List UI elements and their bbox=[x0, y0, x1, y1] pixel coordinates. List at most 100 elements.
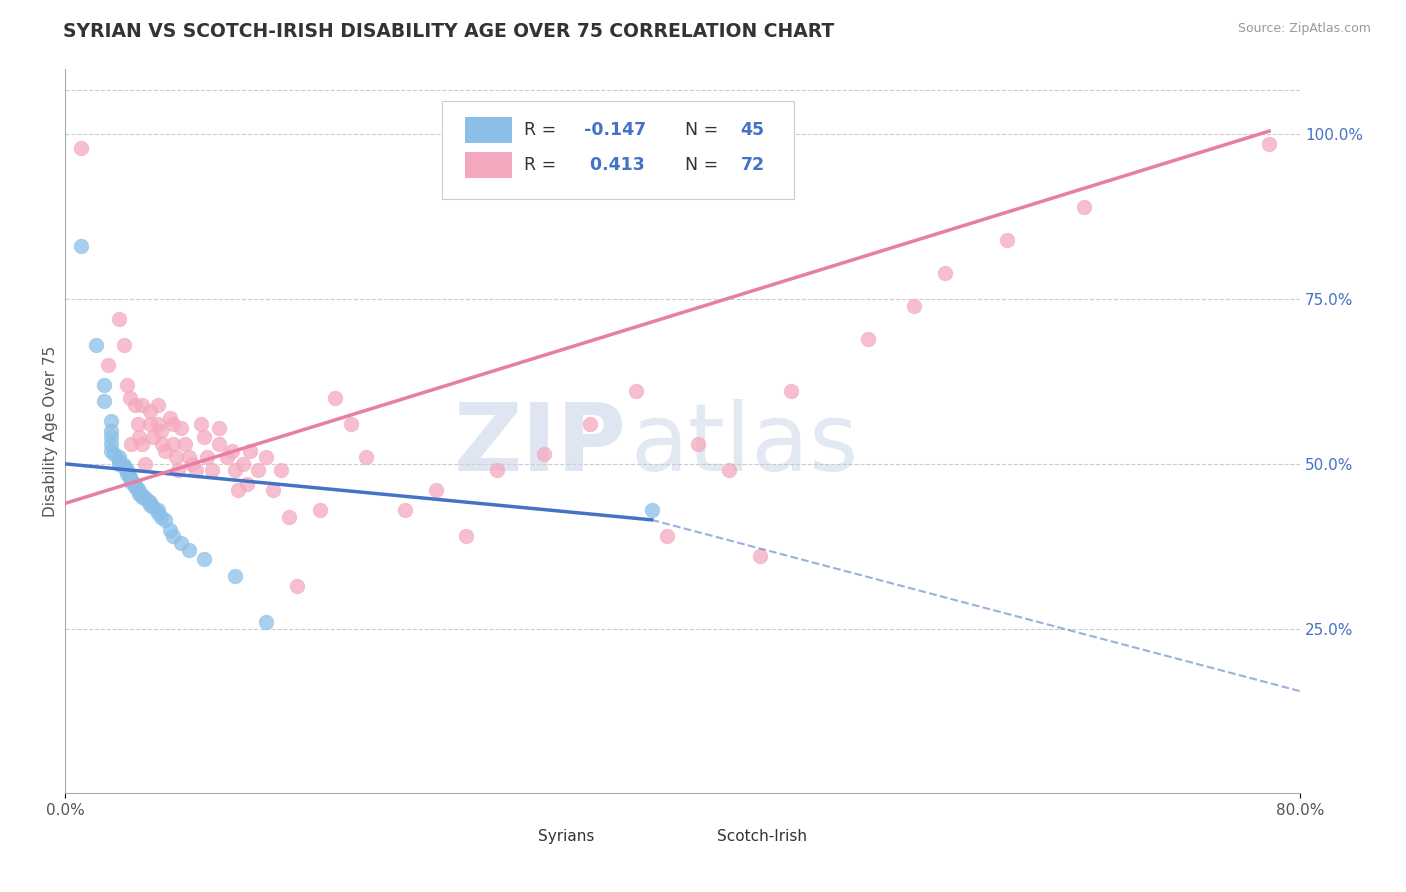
Point bbox=[142, 430, 165, 444]
Point bbox=[285, 579, 308, 593]
Text: N =: N = bbox=[685, 156, 724, 174]
Point bbox=[115, 377, 138, 392]
Text: Source: ZipAtlas.com: Source: ZipAtlas.com bbox=[1237, 22, 1371, 36]
Point bbox=[254, 615, 277, 629]
Point bbox=[103, 447, 125, 461]
Point bbox=[339, 417, 361, 432]
Point bbox=[115, 467, 138, 481]
Point bbox=[856, 332, 879, 346]
FancyBboxPatch shape bbox=[465, 152, 512, 178]
Point bbox=[139, 404, 162, 418]
Point bbox=[686, 437, 709, 451]
Point bbox=[134, 491, 156, 505]
Point bbox=[155, 513, 177, 527]
Point bbox=[195, 450, 218, 465]
Point bbox=[174, 437, 197, 451]
Point bbox=[262, 483, 284, 498]
Point bbox=[149, 509, 172, 524]
Point bbox=[100, 414, 122, 428]
FancyBboxPatch shape bbox=[666, 823, 711, 848]
Point bbox=[108, 453, 131, 467]
Point bbox=[100, 430, 122, 444]
Text: N =: N = bbox=[685, 121, 724, 139]
Point bbox=[146, 398, 169, 412]
Point bbox=[226, 483, 249, 498]
FancyBboxPatch shape bbox=[465, 117, 512, 144]
Point bbox=[100, 443, 122, 458]
Text: 0.413: 0.413 bbox=[583, 156, 644, 174]
Point bbox=[717, 463, 740, 477]
Point bbox=[84, 338, 107, 352]
Point bbox=[127, 417, 149, 432]
Point bbox=[108, 450, 131, 465]
Text: 72: 72 bbox=[741, 156, 765, 174]
Point bbox=[118, 470, 141, 484]
Point bbox=[162, 417, 184, 432]
Point bbox=[128, 486, 150, 500]
Point bbox=[1073, 200, 1095, 214]
Point bbox=[93, 377, 115, 392]
Point bbox=[1258, 137, 1281, 152]
Point bbox=[120, 475, 142, 490]
Point bbox=[425, 483, 447, 498]
Point bbox=[170, 420, 193, 434]
FancyBboxPatch shape bbox=[488, 823, 531, 848]
Point bbox=[115, 463, 138, 477]
Point bbox=[201, 463, 224, 477]
Point bbox=[640, 503, 662, 517]
Text: 45: 45 bbox=[741, 121, 765, 139]
Point bbox=[177, 450, 200, 465]
Point bbox=[124, 476, 146, 491]
Point bbox=[166, 463, 188, 477]
Point bbox=[270, 463, 292, 477]
Point bbox=[131, 488, 153, 502]
Point bbox=[128, 430, 150, 444]
Point bbox=[221, 443, 243, 458]
Point bbox=[995, 233, 1018, 247]
Point bbox=[162, 529, 184, 543]
Point bbox=[146, 506, 169, 520]
Point bbox=[142, 500, 165, 514]
Point bbox=[323, 391, 346, 405]
Point bbox=[308, 503, 330, 517]
Point bbox=[170, 536, 193, 550]
Point bbox=[127, 482, 149, 496]
Point bbox=[155, 443, 177, 458]
Point bbox=[120, 473, 142, 487]
Point bbox=[135, 493, 157, 508]
Point bbox=[69, 239, 91, 253]
Point bbox=[254, 450, 277, 465]
Text: ZIP: ZIP bbox=[454, 400, 627, 491]
Point bbox=[112, 338, 135, 352]
Point bbox=[124, 398, 146, 412]
Point bbox=[150, 437, 173, 451]
Point bbox=[108, 312, 131, 326]
Point bbox=[394, 503, 416, 517]
Point bbox=[112, 460, 135, 475]
Point bbox=[232, 457, 254, 471]
Point bbox=[193, 552, 215, 566]
Point bbox=[118, 391, 141, 405]
Point bbox=[655, 529, 678, 543]
Point bbox=[177, 542, 200, 557]
Point bbox=[124, 480, 146, 494]
Point bbox=[208, 437, 231, 451]
Point bbox=[486, 463, 509, 477]
Point bbox=[69, 140, 91, 154]
Point bbox=[354, 450, 377, 465]
Text: R =: R = bbox=[524, 156, 562, 174]
Point bbox=[131, 437, 153, 451]
Point bbox=[139, 417, 162, 432]
Point bbox=[579, 417, 602, 432]
Point bbox=[127, 483, 149, 498]
Point bbox=[626, 384, 648, 399]
Point bbox=[108, 457, 131, 471]
Point bbox=[159, 523, 181, 537]
Point bbox=[159, 410, 181, 425]
Text: atlas: atlas bbox=[631, 400, 859, 491]
Point bbox=[180, 457, 202, 471]
Point bbox=[100, 437, 122, 451]
Point bbox=[120, 437, 142, 451]
Point bbox=[236, 476, 259, 491]
Point bbox=[779, 384, 801, 399]
